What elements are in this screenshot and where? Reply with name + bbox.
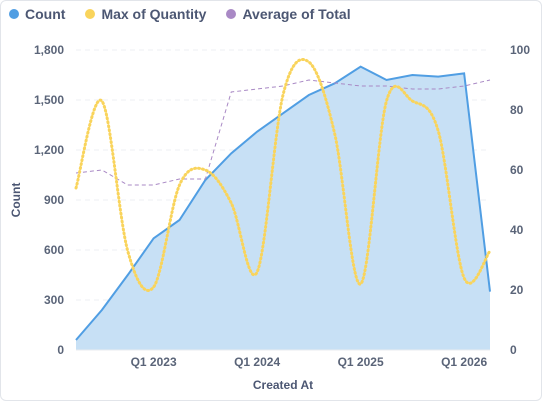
legend-label-count: Count: [25, 6, 66, 22]
y-tick-label: 300: [44, 293, 64, 307]
x-tick-label: Q1 2023: [131, 355, 177, 369]
y-tick-label: 1,200: [34, 143, 64, 157]
legend-item-average-total[interactable]: Average of Total: [226, 6, 351, 22]
y-tick-label: 1,800: [34, 43, 64, 57]
x-tick-label: Q1 2024: [234, 355, 280, 369]
y-tick-label: 900: [44, 193, 64, 207]
x-tick-label: Q1 2025: [338, 355, 384, 369]
legend-item-count[interactable]: Count: [9, 6, 65, 22]
x-axis-title: Created At: [253, 378, 313, 392]
legend-swatch-average-total: [226, 9, 237, 19]
y-tick-label: 1,500: [34, 93, 64, 107]
max-quantity-line: [74, 58, 492, 292]
legend: Count Max of Quantity Average of Total: [9, 6, 351, 22]
y2-tick-label: 0: [510, 343, 517, 357]
count-area: [76, 66, 490, 351]
y2-tick-label: 20: [510, 283, 524, 297]
y2-tick-label: 40: [510, 223, 524, 237]
legend-item-max-quantity[interactable]: Max of Quantity: [85, 6, 206, 22]
y2-tick-label: 60: [510, 163, 524, 177]
count-line: [75, 65, 491, 341]
average-total-line: [75, 79, 491, 186]
x-tick-label: Q1 2026: [441, 355, 487, 369]
y-tick-label: 0: [57, 343, 64, 357]
y2-tick-label: 100: [510, 43, 530, 57]
legend-swatch-max-quantity: [85, 9, 96, 19]
legend-label-max-quantity: Max of Quantity: [101, 6, 207, 22]
legend-swatch-count: [9, 9, 19, 19]
y2-tick-label: 80: [510, 103, 524, 117]
legend-label-average-total: Average of Total: [242, 6, 351, 22]
y-axis-title: Count: [9, 183, 23, 218]
y-tick-label: 600: [44, 243, 64, 257]
